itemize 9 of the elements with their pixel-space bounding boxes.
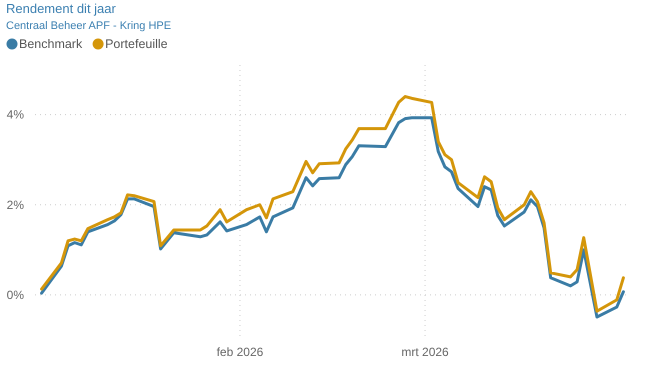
y-tick-label: 4%: [6, 108, 24, 122]
chart-subtitle: Centraal Beheer APF - Kring HPE: [6, 20, 172, 32]
legend-label: Benchmark: [19, 37, 83, 51]
x-tick-label: feb 2026: [216, 345, 264, 359]
legend-label: Portefeuille: [105, 37, 168, 51]
y-tick-label: 0%: [6, 288, 24, 302]
y-tick-label: 2%: [6, 198, 24, 212]
x-tick-label: mrt 2026: [401, 345, 450, 359]
chart-title: Rendement dit jaar: [6, 1, 117, 16]
